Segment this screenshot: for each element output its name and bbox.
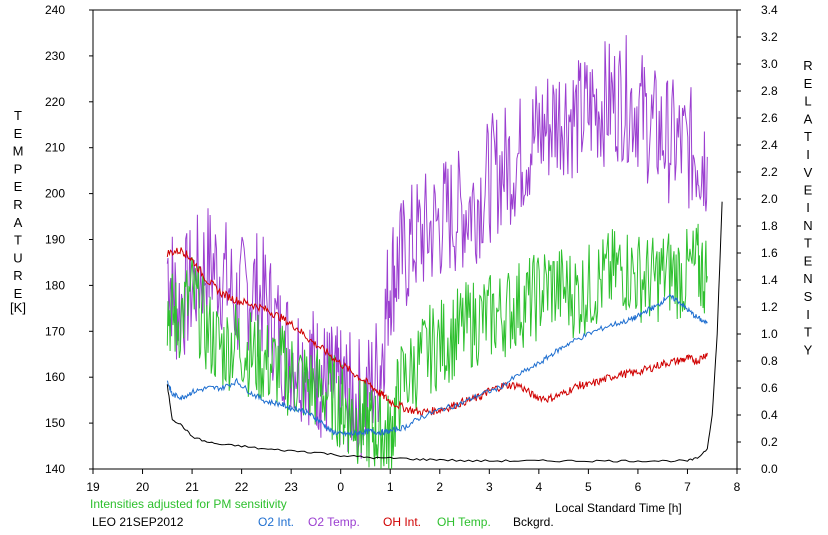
series-line-o2-int	[166, 293, 708, 438]
right-tick-label: 2.4	[761, 138, 778, 152]
left-tick-label: 210	[45, 141, 65, 155]
right-axis-title-letter: L	[804, 94, 811, 109]
left-axis-title-letter: T	[14, 233, 22, 248]
right-axis-title-letter: V	[804, 165, 813, 180]
right-axis-title-letter: I	[806, 147, 810, 162]
x-tick-label: 1	[387, 480, 394, 494]
x-tick-label: 2	[436, 480, 443, 494]
right-axis-title-letter: T	[804, 236, 812, 251]
x-tick-label: 20	[136, 480, 150, 494]
left-axis-unit: [K]	[10, 300, 26, 315]
x-axis-ticks: 19 20 21 22 23 0 1 2 3 4 5 6 7 8	[86, 469, 741, 494]
left-axis-title-letter: T	[14, 108, 22, 123]
station-label: LEO 21SEP2012	[92, 515, 184, 529]
right-axis-title-letter: T	[804, 325, 812, 340]
left-axis-title-letter: P	[14, 161, 23, 176]
left-axis-title-letter: E	[14, 286, 23, 301]
right-tick-label: 0.6	[761, 381, 778, 395]
right-axis-title-letter: I	[806, 200, 810, 215]
right-tick-label: 2.0	[761, 192, 778, 206]
series-line-o2-temp	[166, 35, 708, 460]
right-tick-label: 0.8	[761, 354, 778, 368]
x-tick-label: 21	[185, 480, 199, 494]
right-tick-label: 2.2	[761, 165, 778, 179]
right-axis-title-letter: E	[804, 183, 813, 198]
legend-entry: OH Int.	[383, 515, 421, 529]
right-tick-label: 3.4	[761, 3, 778, 17]
right-tick-label: 1.2	[761, 300, 778, 314]
x-tick-label: 7	[684, 480, 691, 494]
right-axis-title-letter: A	[804, 111, 813, 126]
x-tick-label: 19	[86, 480, 100, 494]
right-axis-title-letter: S	[804, 289, 813, 304]
right-axis-title-letter: E	[804, 76, 813, 91]
right-tick-label: 2.6	[761, 111, 778, 125]
series-line-oh-int	[166, 247, 708, 417]
left-axis-title-letter: U	[13, 250, 22, 265]
right-tick-label: 3.2	[761, 30, 778, 44]
right-axis-title-letter: I	[806, 307, 810, 322]
legend-entry: O2 Temp.	[308, 515, 360, 529]
x-axis-label: Local Standard Time [h]	[555, 501, 682, 515]
right-tick-label: 2.8	[761, 84, 778, 98]
left-tick-label: 220	[45, 95, 65, 109]
right-tick-label: 1.4	[761, 273, 778, 287]
series-layer	[166, 35, 723, 470]
left-tick-label: 140	[45, 462, 65, 476]
right-tick-label: 0.0	[761, 462, 778, 476]
right-axis-title-letter: T	[804, 129, 812, 144]
x-tick-label: 22	[235, 480, 249, 494]
right-axis-title-letter: N	[803, 218, 812, 233]
right-axis-title-letter: E	[804, 253, 813, 268]
right-tick-label: 0.2	[761, 435, 778, 449]
left-tick-label: 230	[45, 49, 65, 63]
legend-entry: Bckgrd.	[513, 515, 554, 529]
right-axis-title-letter: R	[803, 58, 812, 73]
left-tick-label: 240	[45, 3, 65, 17]
x-tick-label: 8	[734, 480, 741, 494]
left-tick-label: 190	[45, 233, 65, 247]
right-axis-title-letter: Y	[804, 342, 813, 357]
left-axis-title-letter: E	[14, 126, 23, 141]
legend-entry: O2 Int.	[258, 515, 294, 529]
x-tick-label: 0	[337, 480, 344, 494]
right-tick-label: 1.8	[761, 219, 778, 233]
left-tick-label: 160	[45, 370, 65, 384]
x-tick-label: 6	[635, 480, 642, 494]
legend: O2 Int. O2 Temp. OH Int. OH Temp. Bckgrd.	[258, 515, 554, 529]
left-tick-label: 170	[45, 324, 65, 338]
x-tick-label: 5	[585, 480, 592, 494]
left-axis-title-letter: R	[13, 268, 22, 283]
right-tick-label: 1.0	[761, 327, 778, 341]
x-tick-label: 23	[284, 480, 298, 494]
left-tick-label: 150	[45, 416, 65, 430]
x-tick-label: 4	[536, 480, 543, 494]
left-axis-title-letter: E	[14, 179, 23, 194]
sensitivity-note: Intensities adjusted for PM sensitivity	[90, 497, 287, 511]
legend-entry: OH Temp.	[437, 515, 491, 529]
x-tick-label: 3	[486, 480, 493, 494]
right-tick-label: 3.0	[761, 57, 778, 71]
left-axis-ticks: 140 150 160 170 180 190 200 210 220 230 240	[45, 3, 93, 476]
left-axis-title-letter: M	[13, 144, 24, 159]
left-axis-title-letter: R	[13, 197, 22, 212]
right-axis-title-letter: N	[803, 271, 812, 286]
right-tick-label: 1.6	[761, 246, 778, 260]
series-line-bckgrd	[166, 201, 723, 463]
left-tick-label: 200	[45, 187, 65, 201]
left-axis-title-letter: A	[14, 215, 23, 230]
right-axis-ticks: 0.0 0.2 0.4 0.6 0.8 1.0 1.2 1.4 1.6 1.8 2.0 2.2 2.4 2…	[737, 3, 778, 476]
right-tick-label: 0.4	[761, 408, 778, 422]
left-tick-label: 180	[45, 278, 65, 292]
